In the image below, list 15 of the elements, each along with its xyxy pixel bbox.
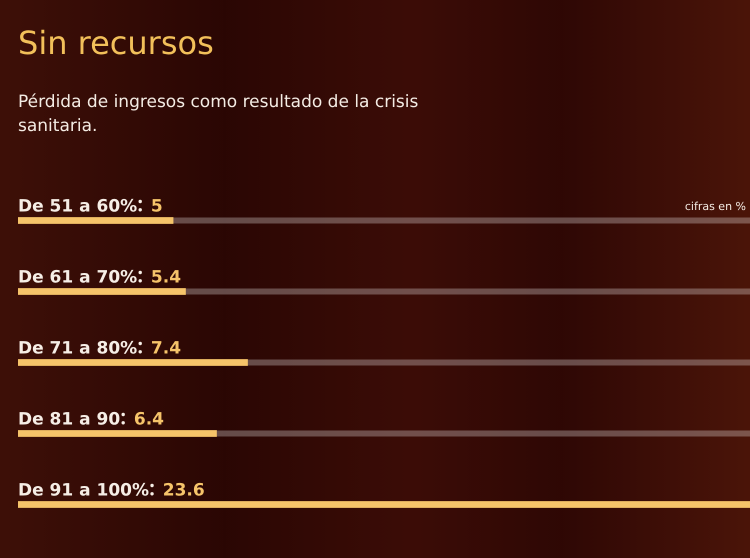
y-tick-label: De 51 a 60% [18, 196, 138, 216]
annotation: cifras en % [684, 200, 746, 213]
chart-subtitle: Pérdida de ingresos como resultado de la crisis sanitaria. [18, 91, 420, 138]
data-label: 7.4 [150, 338, 182, 358]
chart-title: Sin recursos [18, 24, 214, 62]
data-label: 5.4 [150, 268, 182, 288]
bar [18, 217, 174, 224]
data-label: 5 [150, 196, 163, 216]
y-tick-label: De 91 a 100% [18, 480, 150, 500]
y-tick-label: De 71 a 80% [18, 338, 138, 358]
y-tick-label: De 81 a 90 [18, 410, 120, 430]
data-label: 23.6 [162, 480, 205, 500]
y-tick-label: De 61 a 70% [18, 268, 138, 288]
bar [18, 288, 186, 295]
data-label: 6.4 [134, 410, 164, 430]
